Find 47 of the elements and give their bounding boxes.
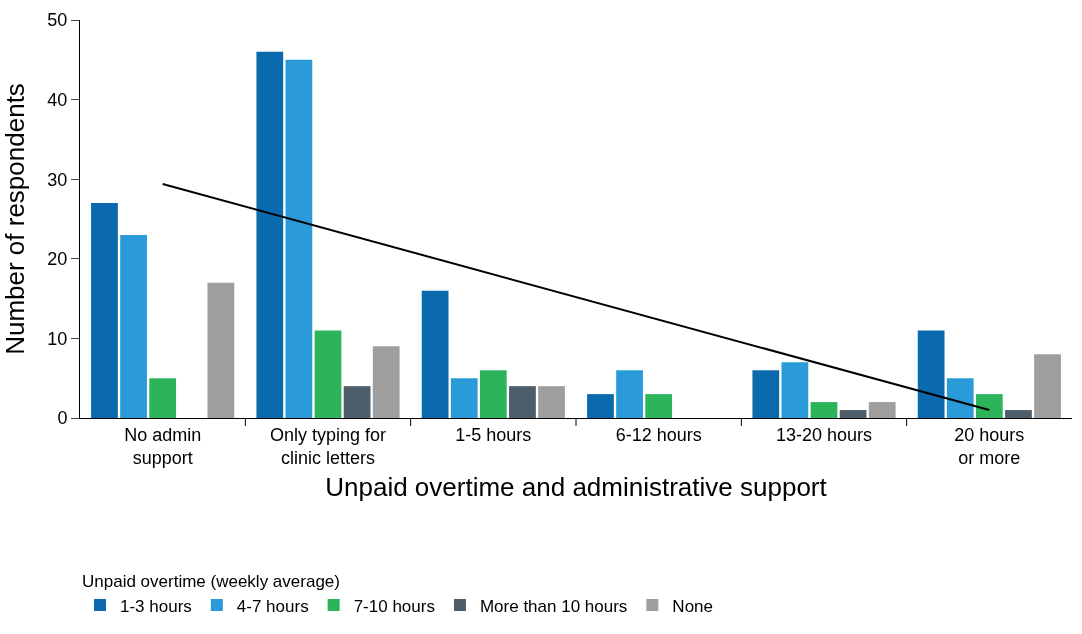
bar (256, 51, 284, 418)
bar (752, 370, 780, 418)
bar (781, 362, 809, 418)
bar (120, 234, 147, 418)
x-tick-label: 6-12 hours (615, 424, 702, 445)
bar (207, 282, 235, 418)
legend-label: 1-3 hours (120, 596, 192, 616)
bar (91, 203, 118, 418)
y-tick-label: 30 (47, 169, 68, 190)
legend-title: Unpaid overtime (weekly average) (82, 572, 340, 592)
bar (314, 330, 342, 418)
bar (285, 59, 313, 418)
bar (975, 394, 1003, 418)
bar (645, 394, 673, 418)
bar (421, 290, 449, 418)
bar (372, 346, 400, 418)
bar (868, 402, 896, 418)
bar (810, 402, 838, 418)
bar (450, 378, 478, 418)
x-tick-label: No admin support (124, 424, 202, 468)
legend-label: 7-10 hours (353, 596, 435, 616)
x-tick-label: 1-5 hours (455, 424, 532, 445)
bar (616, 370, 643, 418)
y-tick-label: 50 (47, 10, 68, 31)
bar (509, 386, 536, 418)
y-axis-title: Number of respondents (0, 83, 30, 355)
bar (587, 394, 614, 418)
legend-label: More than 10 hours (479, 596, 628, 616)
bar (946, 378, 974, 418)
y-tick-label: 40 (47, 89, 68, 110)
bar (479, 370, 507, 418)
bar (917, 330, 945, 418)
bar (538, 386, 565, 418)
y-tick-label: 0 (57, 408, 68, 429)
x-axis-title: Unpaid overtime and administrative support (325, 471, 828, 502)
bar (343, 386, 371, 418)
bar (149, 378, 177, 418)
x-tick-label: Only typing for clinic letters (269, 424, 387, 468)
legend-label: None (672, 596, 713, 616)
legend-label: 4-7 hours (236, 596, 309, 616)
x-tick-label: 20 hours or more (954, 424, 1025, 468)
x-tick-label: 13-20 hours (775, 424, 873, 445)
bar (1005, 410, 1032, 418)
bar (839, 410, 867, 418)
y-tick-label: 10 (47, 328, 68, 349)
y-tick-label: 20 (47, 249, 68, 270)
bar (1034, 354, 1061, 418)
